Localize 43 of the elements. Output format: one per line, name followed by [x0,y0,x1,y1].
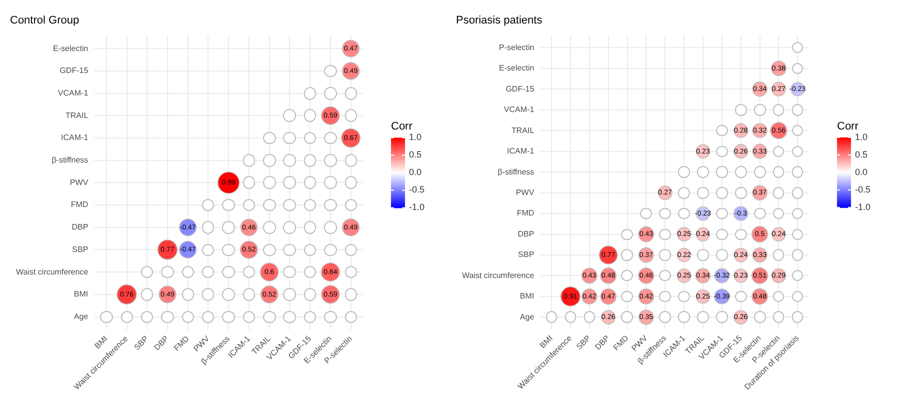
y-tick-label: PWV [516,188,535,197]
color-bar-label: 1.0 [855,132,868,142]
color-bar-label: -1.0 [409,202,425,212]
y-tick-label: TRAIL [65,110,89,120]
y-tick-label: E-selectin [53,44,88,53]
y-tick-label: Waist circumference [462,270,535,280]
legend-title: Corr [837,120,859,132]
color-bar-label: -0.5 [409,184,425,195]
y-tick-label: BMI [520,292,534,301]
y-tick-label: GDF-15 [506,84,535,94]
y-tick-label: FMD [70,200,88,210]
y-tick-label: FMD [516,208,534,218]
y-tick-label: TRAIL [511,126,535,135]
color-bar-label: 0.0 [855,166,868,177]
y-tick-label: ICAM-1 [61,133,89,142]
y-tick-label: BMI [74,290,88,299]
y-tick-label: SBP [72,244,88,254]
color-bar-label: 0.5 [855,149,868,160]
y-tick-label: P-selectin [499,42,534,52]
y-tick-label: Age [74,312,89,321]
y-tick-label: VCAM-1 [504,105,535,114]
color-bar-label: -0.5 [855,184,871,194]
x-tick-label: SBP [132,334,150,352]
chart-title: Control Group [10,14,80,27]
chart-title: Psoriasis patients [456,14,543,27]
color-bar-label: -1.0 [855,202,871,212]
y-tick-label: Age [520,312,535,322]
y-tick-label: E-selectin [499,64,534,73]
y-tick-label: VCAM-1 [58,88,89,98]
y-tick-label: DBP [518,229,534,238]
x-tick-label: SBP [574,334,592,352]
y-tick-label: β-stiffness [498,167,534,176]
legend-title: Corr [391,120,413,133]
y-tick-label: DBP [72,222,88,232]
y-tick-label: ICAM-1 [507,146,535,156]
y-tick-label: PWV [70,178,89,187]
color-bar-label: 1.0 [409,132,422,142]
color-bar-label: 0.5 [409,150,422,160]
y-tick-label: β-stiffness [52,156,88,165]
color-bar-label: 0.0 [409,167,422,178]
y-tick-label: GDF-15 [60,66,89,76]
y-tick-label: SBP [518,250,534,260]
y-tick-label: Waist circumference [16,267,89,276]
